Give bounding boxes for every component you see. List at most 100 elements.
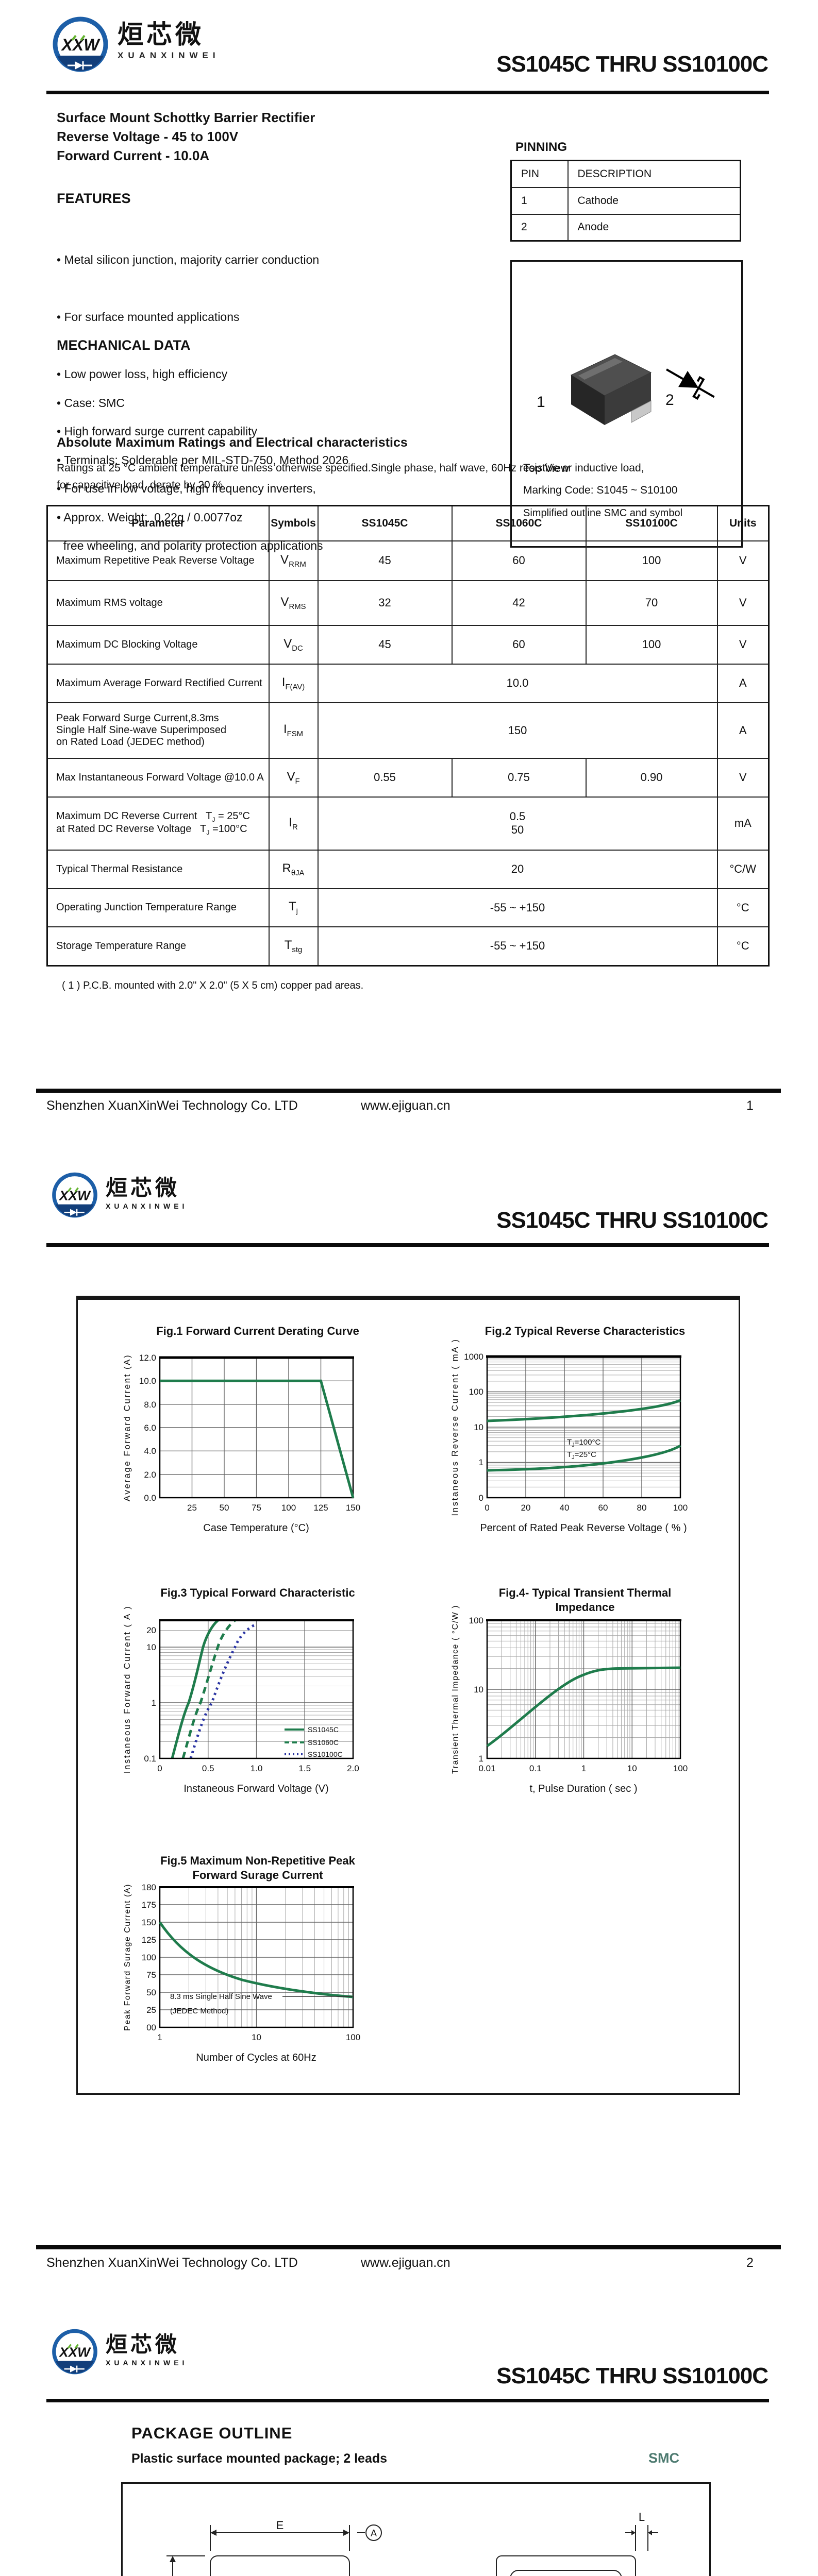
svg-text:60: 60 <box>598 1503 608 1513</box>
fig1-ylabel: Average Forward Current (A) <box>122 1354 132 1501</box>
brand-name-en: XUANXINWEI <box>106 2359 188 2367</box>
param: Maximum Average Forward Rectified Curren… <box>46 663 270 703</box>
package-outline-box: E A D b L A C <box>121 2482 711 2576</box>
package-drawing: 1 2 <box>537 354 715 425</box>
mech-item: • Case: SMC <box>57 396 125 410</box>
pinning-col-desc: DESCRIPTION <box>567 160 741 188</box>
fig2-chart: TJ=100°C TJ=25°C 1000 100 10 1 0 0 20 40… <box>450 1340 688 1534</box>
fig5-title: Fig.5 Maximum Non-Repetitive Peak Forward… <box>160 1854 355 1882</box>
feature-item: • For use in low voltage, high frequency… <box>57 482 316 495</box>
svg-text:125: 125 <box>313 1503 328 1513</box>
brand-text: 烜芯微 XUANXINWEI <box>106 1176 188 1211</box>
brand-text: 烜芯微 XUANXINWEI <box>118 22 220 61</box>
symbol: Tstg <box>268 926 319 967</box>
footer-rule <box>36 2245 781 2249</box>
col-ss1060c: SS1060C <box>451 505 587 541</box>
table-row: Storage Temperature Range Tstg -55 ~ +15… <box>46 926 770 967</box>
symbol: RθJA <box>268 849 319 889</box>
unit: V <box>716 580 770 626</box>
fig3-curve-ss1045c <box>171 1620 219 1758</box>
value: 20 <box>317 849 718 889</box>
fig5-annotation: 8.3 ms Single Half Sine Wave <box>170 1992 272 2001</box>
fig3-curve-ss10100c <box>189 1623 256 1758</box>
table-row: Typical Thermal Resistance RθJA 20 °C/W <box>46 849 770 889</box>
package-pin1-label: 1 <box>537 394 545 411</box>
pin-desc: Anode <box>567 213 741 242</box>
svg-text:SS10100C: SS10100C <box>308 1750 343 1758</box>
svg-text:40: 40 <box>560 1503 570 1513</box>
svg-text:4.0: 4.0 <box>144 1446 156 1456</box>
svg-text:50: 50 <box>220 1503 229 1513</box>
svg-text:0: 0 <box>479 1493 483 1503</box>
param: Maximum Repetitive Peak Reverse Voltage <box>46 540 270 581</box>
subtitle-line: Forward Current - 10.0A <box>57 148 210 163</box>
svg-text:25: 25 <box>187 1503 197 1513</box>
svg-text:80: 80 <box>637 1503 647 1513</box>
svg-text:175: 175 <box>142 1900 156 1910</box>
feature-item: • For surface mounted applications <box>57 310 240 324</box>
header-rule <box>46 2399 769 2402</box>
value: -55 ~ +150 <box>317 926 718 967</box>
param: Peak Forward Surge Current,8.3ms Single H… <box>46 702 270 759</box>
page-title: SS1045C THRU SS10100C <box>496 1208 769 1233</box>
svg-text:125: 125 <box>142 1935 156 1945</box>
param: Maximum DC Reverse Current TJ = 25°C at … <box>46 796 270 851</box>
mechanical-data-heading: MECHANICAL DATA <box>57 337 191 353</box>
unit: V <box>716 624 770 665</box>
footer-site: www.ejiguan.cn <box>361 2256 450 2270</box>
page-title: SS1045C THRU SS10100C <box>496 52 769 77</box>
mech-item: • Terminals: Solderable per MIL-STD-750,… <box>57 453 349 467</box>
fig1-curve <box>160 1379 355 1498</box>
svg-text:TJ=100°C: TJ=100°C <box>567 1438 600 1448</box>
svg-text:100: 100 <box>281 1503 296 1513</box>
marking-code-label: Marking Code: S1045 ~ S10100 <box>523 484 678 496</box>
svg-text:100: 100 <box>673 1764 688 1773</box>
svg-text:10: 10 <box>146 1642 156 1652</box>
symbol: IFSM <box>268 702 319 759</box>
product-subtitle: Surface Mount Schottky Barrier Rectifier… <box>57 108 315 165</box>
logo-diode-icon <box>68 61 92 70</box>
symbol: VF <box>268 757 319 798</box>
svg-text:2.0: 2.0 <box>144 1470 156 1480</box>
fig3-xlabel: Instaneous Forward Voltage (V) <box>183 1783 328 1794</box>
svg-text:SS1045C: SS1045C <box>308 1725 339 1734</box>
brand-name-cn: 烜芯微 <box>106 1176 180 1200</box>
param: Typical Thermal Resistance <box>46 849 270 889</box>
svg-text:2.0: 2.0 <box>347 1764 359 1773</box>
svg-text:1: 1 <box>479 1458 483 1467</box>
brand-logo: XXW <box>49 14 112 83</box>
top-view-label: Top View <box>523 462 569 474</box>
fig2-xlabel: Percent of Rated Peak Reverse Voltage ( … <box>480 1522 687 1534</box>
package-outline-subheading: Plastic surface mounted package; 2 leads <box>131 2451 388 2466</box>
col-units: Units <box>716 505 770 541</box>
symbol: IF(AV) <box>268 663 319 703</box>
table-row: Maximum Average Forward Rectified Curren… <box>46 663 770 703</box>
subtitle-line: Reverse Voltage - 45 to 100V <box>57 129 239 144</box>
svg-text:20: 20 <box>521 1503 531 1513</box>
svg-text:1: 1 <box>152 1698 156 1708</box>
unit: mA <box>716 796 770 851</box>
value: 70 <box>585 580 718 626</box>
svg-text:8.0: 8.0 <box>144 1400 156 1410</box>
param: Maximum RMS voltage <box>46 580 270 626</box>
fig4-curve <box>486 1666 681 1748</box>
unit: °C/W <box>716 849 770 889</box>
brand-name-en: XUANXINWEI <box>118 50 220 60</box>
svg-text:00: 00 <box>146 2023 156 2032</box>
fig4-ylabel: Transient Thermal Impedance ( °C/W ) <box>451 1605 460 1774</box>
feature-item: • High forward surge current capability <box>57 425 258 438</box>
svg-text:XXW: XXW <box>58 1188 91 1203</box>
fig5-ylabel: Peak Forward Surage Current (A) <box>123 1884 132 2031</box>
svg-text:1000: 1000 <box>464 1352 483 1362</box>
pin-number: 1 <box>510 187 569 215</box>
fig5-annotation: (JEDEC Method) <box>170 2007 228 2015</box>
value: 0.75 <box>451 757 587 798</box>
param: Operating Junction Temperature Range <box>46 888 270 927</box>
svg-text:25: 25 <box>146 2005 156 2015</box>
footer-company: Shenzhen XuanXinWei Technology Co. LTD <box>46 1098 298 1113</box>
package-outline-heading: PACKAGE OUTLINE <box>131 2424 293 2442</box>
ratings-table: Parameter Symbols SS1045C SS1060C SS1010… <box>46 505 770 967</box>
svg-text:1.5: 1.5 <box>298 1764 311 1773</box>
param: Max Instantaneous Forward Voltage @10.0 … <box>46 757 270 798</box>
fig3-curve-ss1060c <box>181 1620 236 1758</box>
